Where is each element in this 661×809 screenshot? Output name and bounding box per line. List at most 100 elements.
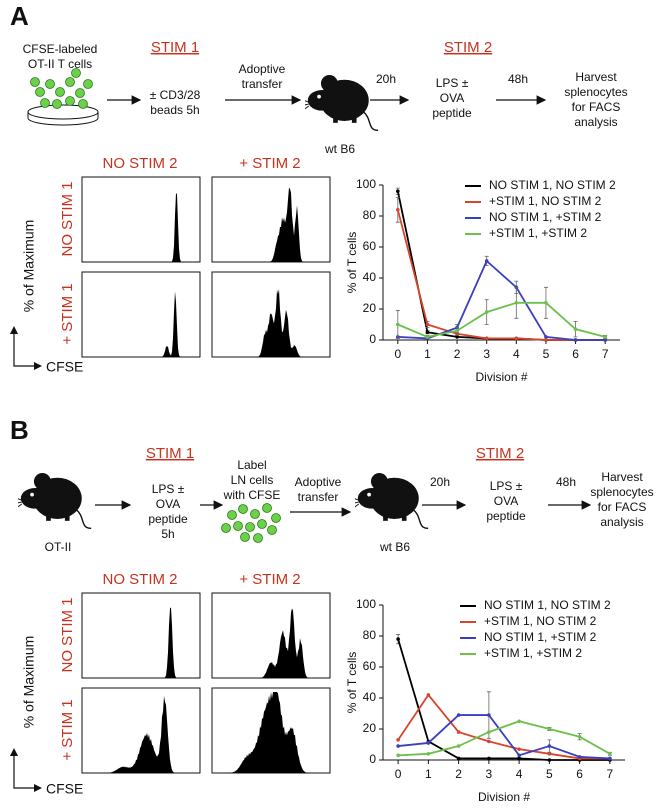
point <box>426 741 431 745</box>
mouse <box>355 472 429 530</box>
step-text: 20h <box>430 475 450 489</box>
x-tick-label: 4 <box>516 767 523 781</box>
x-tick-label: 7 <box>607 767 614 781</box>
series-line <box>397 301 606 338</box>
histogram-frame <box>81 176 201 263</box>
cells <box>221 503 281 543</box>
step-text: LPS ± <box>490 479 523 493</box>
point <box>396 322 400 327</box>
point <box>396 738 400 742</box>
step-text: analysis <box>574 115 617 129</box>
histogram <box>212 608 330 678</box>
axis-arrow <box>13 330 38 367</box>
x-tick-label: 7 <box>602 347 609 361</box>
x-tick-label: 0 <box>395 767 402 781</box>
x-tick-label: 6 <box>572 347 579 361</box>
histogram <box>82 193 200 262</box>
x-tick-label: 0 <box>394 347 401 361</box>
y-tick-label: 100 <box>356 597 376 611</box>
mouse <box>305 74 379 132</box>
x-tick-label: 3 <box>486 767 493 781</box>
point <box>608 752 612 756</box>
point <box>547 744 552 748</box>
histogram <box>212 288 330 357</box>
point <box>456 744 461 748</box>
legend-label: NO STIM 1, +STIM 2 <box>489 210 602 224</box>
y-tick-label: 40 <box>363 690 377 704</box>
series-line <box>398 720 611 757</box>
column-header: NO STIM 2 <box>102 155 177 172</box>
stim-title: STIM 2 <box>476 445 524 462</box>
x-tick-label: 5 <box>543 347 550 361</box>
step-text: peptide <box>148 512 188 526</box>
step-text: LPS ± <box>436 76 469 90</box>
point <box>487 739 491 744</box>
column-header: NO STIM 2 <box>102 571 177 588</box>
point <box>425 335 430 339</box>
step-text: for FACS <box>598 500 647 514</box>
histogram-frame <box>211 176 331 263</box>
x-tick-label: 6 <box>576 767 583 781</box>
point <box>426 752 431 756</box>
column-header: + STIM 2 <box>239 155 300 172</box>
axis-arrow <box>10 748 42 792</box>
step-text: ± CD3/28 <box>150 88 201 102</box>
step-text: 5h <box>161 527 174 541</box>
stim-title: STIM 2 <box>444 39 492 56</box>
point <box>573 338 578 342</box>
legend-label: NO STIM 1, +STIM 2 <box>484 630 597 644</box>
x-tick-label: 2 <box>454 347 461 361</box>
point <box>608 756 612 761</box>
step-text: OVA <box>494 494 518 508</box>
point <box>517 753 521 758</box>
point <box>603 335 607 339</box>
step-text: Adoptive <box>295 475 342 489</box>
point <box>455 335 459 339</box>
point <box>456 756 461 761</box>
step-text: wt B6 <box>379 540 410 554</box>
step-text: LPS ± <box>152 482 185 496</box>
point <box>487 730 491 734</box>
point <box>577 755 582 759</box>
step-text: transfer <box>298 490 339 504</box>
panel-label: B <box>10 415 29 445</box>
axis-arrow <box>13 752 38 789</box>
row-header: NO STIM 1 <box>59 597 76 672</box>
row-header: + STIM 1 <box>59 283 76 344</box>
y-tick-label: 60 <box>363 659 377 673</box>
point <box>484 259 489 263</box>
legend-label: +STIM 1, NO STIM 2 <box>489 194 602 208</box>
point <box>547 727 552 731</box>
step-text: beads 5h <box>150 103 199 117</box>
point <box>456 730 461 734</box>
step-text: Label <box>237 458 266 472</box>
axis-label: CFSE <box>46 781 83 797</box>
axis-arrow <box>10 326 42 370</box>
step-text: OT-II <box>45 540 72 554</box>
point <box>573 327 578 331</box>
step-text: analysis <box>600 515 643 529</box>
axis-label: Division # <box>478 790 530 804</box>
step-text: LN cells <box>231 473 274 487</box>
step-text: 48h <box>556 475 576 489</box>
point <box>544 335 548 339</box>
x-tick-label: 5 <box>546 767 553 781</box>
axis-label: % of T cells <box>345 232 359 294</box>
x-tick-label: 2 <box>455 767 462 781</box>
axis-label: % of Maximum <box>21 220 37 313</box>
step-text: 48h <box>508 72 528 86</box>
dish <box>27 68 99 126</box>
point <box>517 747 521 751</box>
point <box>396 189 400 193</box>
legend-label: +STIM 1, +STIM 2 <box>489 226 587 240</box>
y-tick-label: 0 <box>369 752 376 766</box>
x-tick-label: 3 <box>483 347 490 361</box>
mouse <box>18 472 92 530</box>
point <box>547 752 552 756</box>
legend-label: +STIM 1, +STIM 2 <box>484 646 582 660</box>
series-line <box>397 693 610 760</box>
histogram <box>212 692 330 773</box>
point <box>487 713 491 717</box>
histogram <box>82 291 200 357</box>
